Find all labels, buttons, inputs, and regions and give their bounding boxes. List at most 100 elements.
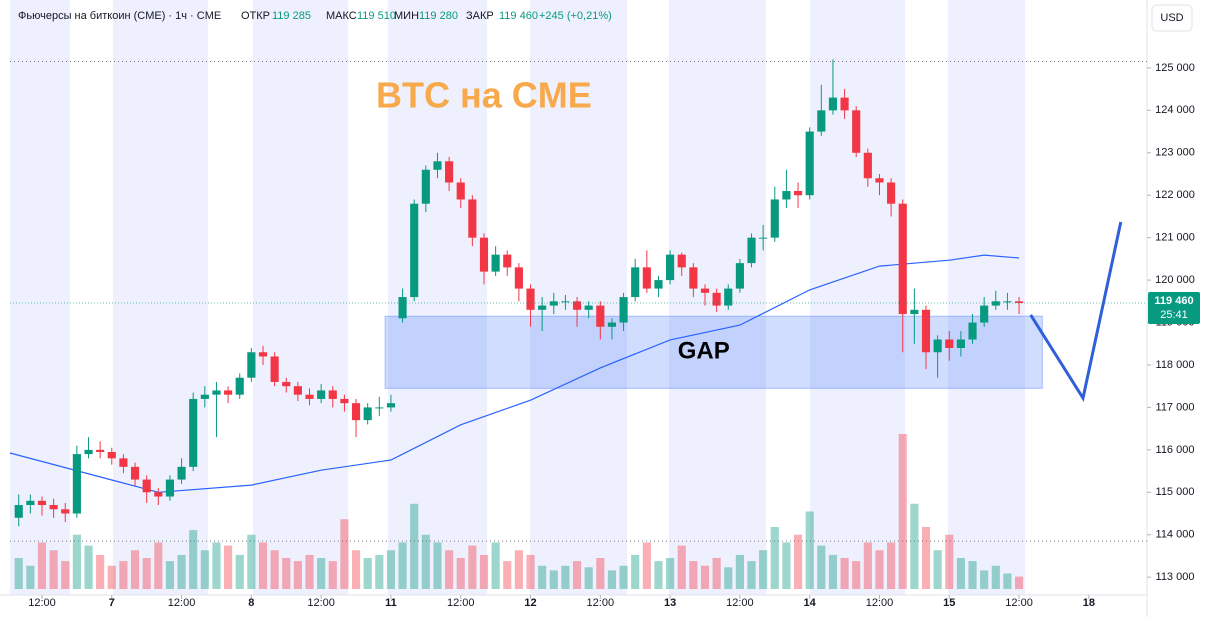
x-tick-label: 13 bbox=[664, 597, 676, 609]
candle-body bbox=[61, 509, 70, 514]
volume-bar bbox=[293, 561, 302, 589]
last-price-label: 119 460 bbox=[1154, 295, 1193, 307]
volume-bar bbox=[340, 519, 349, 589]
volume-bar bbox=[119, 561, 128, 589]
last-price-tag bbox=[1148, 292, 1200, 325]
ohlc-value: 119 280 bbox=[419, 10, 458, 22]
candle-body bbox=[189, 398, 198, 467]
volume-bar bbox=[642, 542, 651, 589]
y-tick-label: 118 000 bbox=[1156, 359, 1195, 371]
volume-bar bbox=[700, 565, 710, 589]
session-band bbox=[810, 0, 905, 595]
volume-bar bbox=[130, 550, 140, 589]
candle-body bbox=[235, 377, 244, 395]
volume-bar bbox=[956, 558, 965, 589]
volume-bar bbox=[887, 542, 896, 589]
volume-bar bbox=[165, 561, 175, 589]
volume-bar bbox=[863, 542, 872, 589]
candle-body bbox=[689, 267, 698, 289]
volume-bar bbox=[596, 558, 605, 589]
volume-bar bbox=[72, 534, 81, 589]
candle-body bbox=[410, 203, 419, 298]
ohlc-label: ОТКР bbox=[241, 10, 270, 22]
candle-body bbox=[945, 339, 954, 349]
volume-bar bbox=[154, 542, 163, 589]
x-tick-label: 12:00 bbox=[726, 597, 754, 609]
candle-body bbox=[619, 297, 628, 323]
volume-bar bbox=[910, 503, 919, 589]
volume-bar bbox=[107, 565, 116, 589]
candle-body bbox=[247, 352, 256, 378]
volume-bar bbox=[875, 550, 884, 589]
ohlc-label: МАКС bbox=[326, 10, 357, 22]
volume-bar bbox=[282, 558, 291, 589]
volume-bar bbox=[84, 545, 93, 589]
candle-body bbox=[514, 267, 523, 289]
candle-body bbox=[49, 505, 58, 510]
candle-body bbox=[863, 152, 872, 179]
volume-bar bbox=[317, 558, 326, 589]
candle-body bbox=[666, 254, 675, 281]
candle-body bbox=[107, 451, 116, 459]
volume-bar bbox=[410, 503, 419, 589]
x-tick-label: 12:00 bbox=[1005, 597, 1033, 609]
candle-body bbox=[177, 466, 186, 480]
volume-bar bbox=[945, 534, 954, 589]
candle-body bbox=[491, 254, 500, 272]
candle-body bbox=[654, 280, 663, 289]
volume-bar bbox=[258, 542, 268, 589]
candle-body bbox=[770, 199, 779, 238]
x-tick-label: 7 bbox=[109, 597, 115, 609]
candle-body bbox=[421, 169, 430, 204]
volume-bar bbox=[270, 550, 279, 589]
x-tick-label: 18 bbox=[1083, 597, 1095, 609]
candle-body bbox=[642, 267, 651, 289]
candle-body bbox=[980, 305, 989, 323]
volume-bar bbox=[433, 542, 442, 589]
candle-body bbox=[933, 339, 942, 353]
candle-body bbox=[26, 500, 35, 506]
volume-bar bbox=[305, 554, 314, 589]
candle-body bbox=[921, 309, 931, 353]
volume-bar bbox=[991, 565, 1000, 589]
y-tick-label: 121 000 bbox=[1155, 232, 1195, 244]
y-tick-label: 117 000 bbox=[1156, 401, 1195, 413]
y-tick-label: 124 000 bbox=[1155, 104, 1195, 116]
x-tick-label: 12 bbox=[524, 597, 536, 609]
candle-body bbox=[340, 398, 349, 404]
moving-average bbox=[9, 254, 1020, 493]
candle-body bbox=[1014, 301, 1024, 304]
y-tick-label: 113 000 bbox=[1156, 571, 1195, 583]
candle-body bbox=[398, 297, 407, 319]
volume-bar bbox=[14, 558, 23, 589]
candle-body bbox=[154, 492, 163, 497]
volume-bar bbox=[445, 550, 454, 589]
volume-bar bbox=[189, 530, 198, 589]
volume-bar bbox=[921, 527, 931, 589]
volume-bar bbox=[747, 561, 756, 589]
volume-bar bbox=[177, 554, 186, 589]
candle-body bbox=[130, 466, 140, 480]
currency[interactable]: USD bbox=[1160, 12, 1183, 24]
x-tick-label: 11 bbox=[385, 597, 397, 609]
candle-body bbox=[596, 305, 605, 327]
x-tick-label: 12:00 bbox=[28, 597, 56, 609]
x-tick-label: 12:00 bbox=[307, 597, 335, 609]
candle-body bbox=[386, 403, 396, 408]
candle-body bbox=[119, 458, 128, 467]
volume-bar bbox=[26, 565, 35, 589]
candle-body bbox=[968, 322, 977, 340]
volume-bar bbox=[200, 550, 209, 589]
candle-body bbox=[759, 237, 768, 239]
volume-bar bbox=[828, 554, 838, 589]
volume-bar bbox=[1003, 573, 1012, 589]
candle-body bbox=[224, 390, 233, 395]
volume-bar bbox=[386, 550, 396, 589]
candle-body bbox=[72, 454, 81, 514]
currency-box[interactable] bbox=[1151, 4, 1193, 32]
candle-body bbox=[1003, 301, 1012, 303]
candle-body bbox=[96, 449, 105, 452]
candle-body bbox=[607, 322, 617, 327]
volume-bar bbox=[840, 558, 849, 589]
gap-label: GAP bbox=[678, 338, 730, 365]
